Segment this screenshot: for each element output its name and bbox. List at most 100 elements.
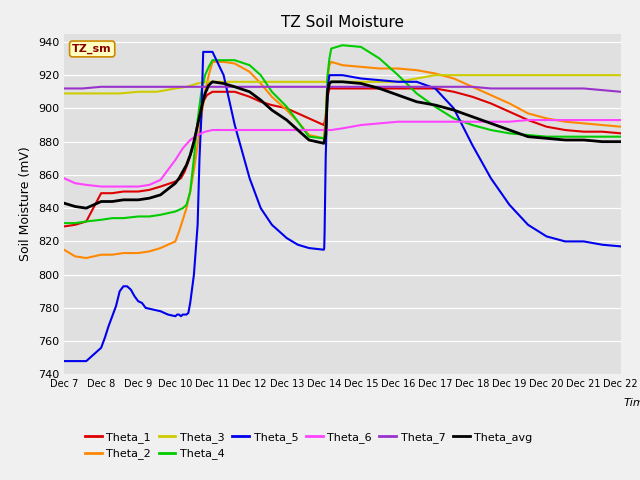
Theta_avg <box>394 92 402 98</box>
Theta_4 <box>257 72 264 78</box>
Theta_1 <box>145 187 153 193</box>
Theta_avg <box>543 135 550 141</box>
Theta_avg <box>246 89 253 95</box>
Theta_5 <box>394 79 402 84</box>
Theta_1 <box>305 116 313 121</box>
Theta_6 <box>201 129 209 134</box>
Theta_3 <box>301 79 309 84</box>
Theta_4 <box>617 134 625 140</box>
Theta_6 <box>71 180 79 186</box>
Theta_6 <box>413 119 420 125</box>
Theta_6 <box>227 127 235 133</box>
Theta_avg <box>145 195 153 201</box>
Theta_1 <box>177 175 185 181</box>
Theta_2 <box>376 66 383 72</box>
Theta_7 <box>357 84 365 90</box>
Theta_avg <box>268 107 276 113</box>
Theta_2 <box>134 250 142 256</box>
Theta_6 <box>376 120 383 126</box>
Theta_1 <box>108 190 116 196</box>
Theta_6 <box>339 125 346 131</box>
Theta_2 <box>283 107 291 113</box>
Line: Theta_7: Theta_7 <box>64 87 621 92</box>
Theta_6 <box>186 137 194 143</box>
Theta_2 <box>246 69 253 75</box>
Theta_avg <box>231 84 239 90</box>
Theta_3 <box>543 72 550 78</box>
Theta_3 <box>468 72 476 78</box>
Theta_7 <box>450 84 458 90</box>
Theta_3 <box>394 79 402 84</box>
Theta_6 <box>468 119 476 125</box>
Theta_2 <box>357 64 365 70</box>
Theta_2 <box>220 59 227 65</box>
Theta_1 <box>580 129 588 134</box>
Theta_2 <box>71 253 79 259</box>
Theta_5 <box>190 272 198 277</box>
Theta_2 <box>328 59 335 65</box>
Theta_avg <box>220 81 227 86</box>
Theta_4 <box>326 56 333 61</box>
Theta_4 <box>190 156 198 161</box>
Theta_3 <box>227 79 235 84</box>
Theta_3 <box>580 72 588 78</box>
Theta_2 <box>120 250 127 256</box>
Theta_4 <box>71 220 79 226</box>
Theta_4 <box>186 189 194 194</box>
Theta_6 <box>108 184 116 190</box>
Theta_4 <box>201 72 209 78</box>
Theta_2 <box>487 92 495 98</box>
Theta_avg <box>182 162 190 168</box>
Theta_7 <box>134 84 142 90</box>
Theta_7 <box>431 84 439 90</box>
Theta_3 <box>413 76 420 82</box>
Theta_4 <box>60 220 68 226</box>
Theta_5 <box>105 324 113 329</box>
Theta_7 <box>283 84 291 90</box>
Theta_4 <box>543 134 550 140</box>
Theta_4 <box>506 131 513 136</box>
Theta_1 <box>188 147 196 153</box>
Theta_avg <box>322 132 330 138</box>
Theta_6 <box>83 182 90 188</box>
Theta_7 <box>468 84 476 90</box>
Theta_4 <box>209 57 216 63</box>
Theta_4 <box>320 135 328 141</box>
Theta_4 <box>324 72 332 78</box>
Theta_3 <box>506 72 513 78</box>
Theta_2 <box>339 62 346 68</box>
Theta_1 <box>320 122 328 128</box>
Theta_4 <box>294 119 301 125</box>
Theta_6 <box>134 184 142 190</box>
Theta_3 <box>328 79 335 84</box>
Theta_6 <box>97 184 105 190</box>
Theta_3 <box>617 72 625 78</box>
Theta_2 <box>83 255 90 261</box>
Theta_2 <box>431 71 439 76</box>
Theta_3 <box>153 89 161 95</box>
Theta_3 <box>561 72 569 78</box>
Line: Theta_3: Theta_3 <box>64 75 621 94</box>
Theta_6 <box>580 117 588 123</box>
Theta_1 <box>246 94 253 100</box>
Theta_2 <box>205 72 212 78</box>
Theta_1 <box>357 85 365 91</box>
Theta_2 <box>194 142 202 148</box>
Theta_2 <box>450 76 458 82</box>
Line: Theta_5: Theta_5 <box>64 52 621 361</box>
Theta_1 <box>524 117 532 123</box>
Theta_7 <box>524 85 532 91</box>
Theta_avg <box>134 197 142 203</box>
Theta_3 <box>97 91 105 96</box>
Theta_4 <box>83 218 90 224</box>
Theta_6 <box>172 157 179 163</box>
Theta_avg <box>431 102 439 108</box>
Theta_4 <box>524 132 532 138</box>
Theta_4 <box>468 122 476 128</box>
Theta_5 <box>617 243 625 249</box>
Theta_7 <box>182 84 190 90</box>
Theta_7 <box>194 84 202 90</box>
Theta_1 <box>413 85 420 91</box>
Line: Theta_6: Theta_6 <box>64 120 621 187</box>
Text: TZ_sm: TZ_sm <box>72 44 112 54</box>
